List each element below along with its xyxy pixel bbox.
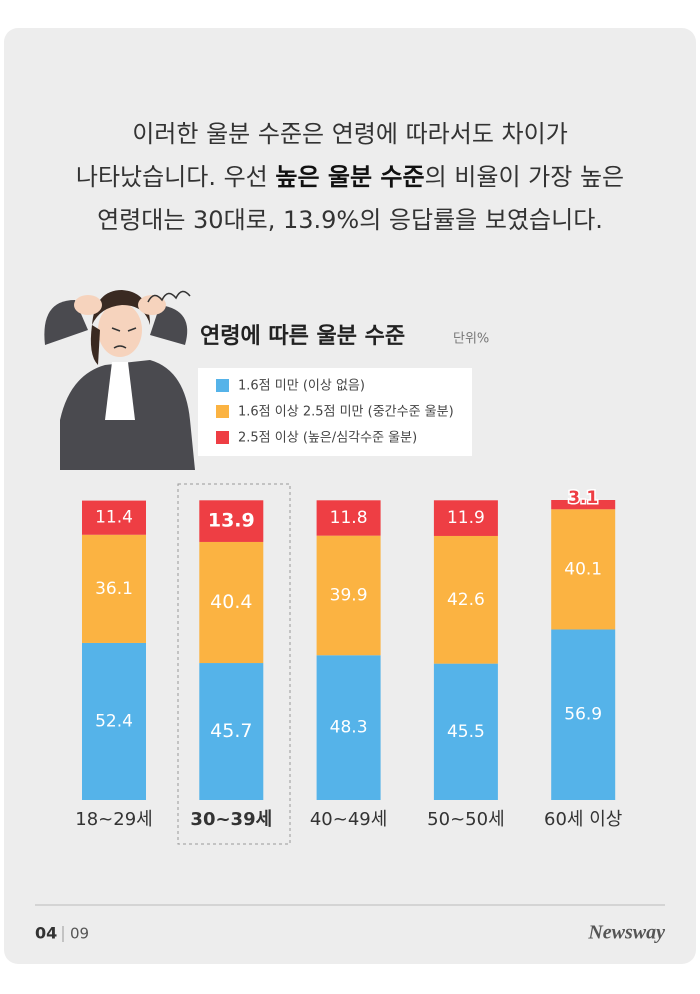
bar-segment bbox=[199, 663, 264, 800]
category-label: 18~29세 bbox=[75, 809, 152, 830]
intro-line: 나타났습니다. 우선 높은 울분 수준의 비율이 가장 높은 bbox=[76, 163, 624, 191]
bar-segment bbox=[551, 509, 616, 630]
value-label: 40.1 bbox=[564, 559, 602, 579]
value-label: 39.9 bbox=[330, 585, 368, 605]
legend-label: 1.6점 이상 2.5점 미만 (중간수준 울분) bbox=[238, 405, 454, 420]
value-label: 56.9 bbox=[564, 705, 602, 725]
brand: Newsway bbox=[587, 922, 665, 944]
bar-segment bbox=[316, 655, 381, 800]
bar-segment bbox=[433, 535, 498, 664]
bar-segment bbox=[551, 500, 616, 510]
legend-box bbox=[198, 368, 472, 456]
intro-text-part: 연령대는 30대로, 13.9%의 응답률을 보였습니다. bbox=[97, 206, 603, 234]
category-label: 60세 이상 bbox=[544, 809, 622, 830]
category-label: 30~39세 bbox=[190, 809, 272, 830]
bar-segment bbox=[433, 663, 498, 800]
value-label: 52.4 bbox=[95, 711, 133, 731]
legend-swatch bbox=[216, 379, 229, 392]
legend-swatch bbox=[216, 431, 229, 444]
value-label: 11.9 bbox=[447, 508, 485, 528]
bar-segment bbox=[551, 629, 616, 800]
intro-text-part: 높은 울분 수준 bbox=[275, 163, 424, 191]
bar-segment bbox=[316, 535, 381, 656]
chart-unit: 단위% bbox=[453, 332, 489, 347]
highlight-box bbox=[177, 483, 291, 845]
bar-segment bbox=[82, 500, 146, 535]
value-label: 45.5 bbox=[447, 722, 485, 742]
chart: 1.6점 미만 (이상 없음) 1.6점 이상 2.5점 미만 (중간수준 울분)… bbox=[75, 379, 622, 831]
page-total: 09 bbox=[70, 925, 89, 943]
value-label: 45.7 bbox=[210, 720, 252, 742]
intro-text-part: 나타났습니다. 우선 bbox=[76, 163, 276, 191]
value-label: 48.3 bbox=[330, 718, 368, 738]
category-label: 50~50세 bbox=[427, 809, 504, 830]
value-label: 11.4 bbox=[95, 508, 133, 528]
bar-segment bbox=[199, 541, 264, 664]
bar-segment bbox=[82, 642, 146, 800]
chart-title: 연령에 따른 울분 수준 bbox=[200, 324, 405, 349]
intro-line: 이러한 울분 수준은 연령에 따라서도 차이가 bbox=[132, 120, 568, 148]
value-label: 36.1 bbox=[95, 579, 133, 599]
category-label: 40~49세 bbox=[310, 809, 387, 830]
intro-text-part: 이러한 울분 수준은 연령에 따라서도 차이가 bbox=[132, 120, 568, 148]
bar-segment bbox=[199, 500, 264, 542]
value-label: 13.9 bbox=[208, 510, 255, 532]
value-label: 42.6 bbox=[447, 590, 485, 610]
page-number: 04 bbox=[35, 924, 57, 943]
intro-line: 연령대는 30대로, 13.9%의 응답률을 보였습니다. bbox=[97, 206, 603, 234]
value-label: 11.8 bbox=[330, 508, 368, 528]
value-label: 40.4 bbox=[210, 591, 252, 613]
legend-label: 1.6점 미만 (이상 없음) bbox=[238, 379, 365, 394]
legend-swatch bbox=[216, 405, 229, 418]
card bbox=[4, 28, 696, 964]
bar-segment bbox=[316, 500, 381, 536]
illustration bbox=[44, 290, 195, 470]
bar-segment bbox=[433, 500, 498, 536]
intro-text-part: 의 비율이 가장 높은 bbox=[425, 163, 625, 191]
bar-segment bbox=[82, 534, 146, 643]
value-label: 3.1 bbox=[568, 488, 598, 508]
legend-label: 2.5점 이상 (높은/심각수준 울분) bbox=[238, 431, 417, 446]
